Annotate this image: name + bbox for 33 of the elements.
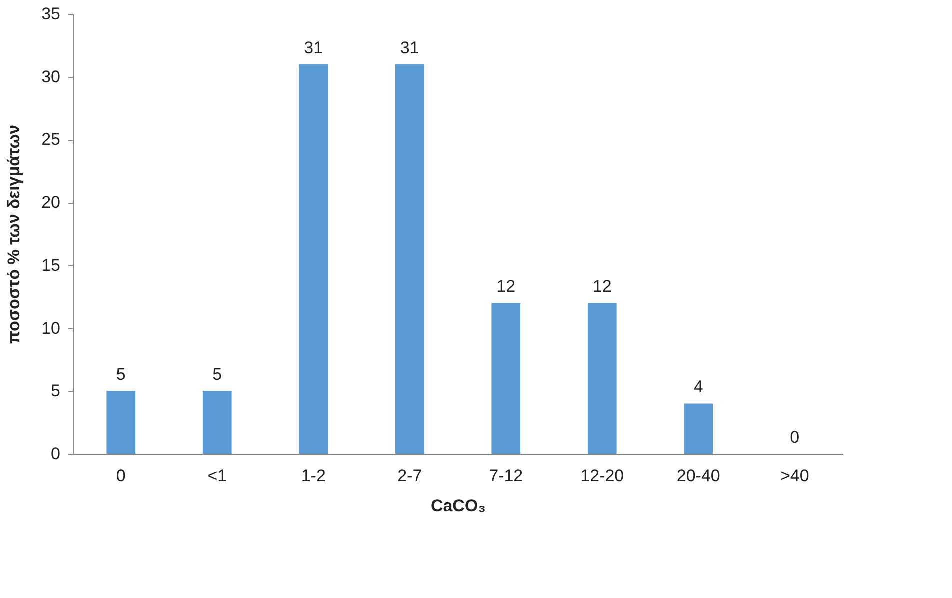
y-tick-label: 0: [51, 444, 60, 464]
x-tick-label: >40: [780, 466, 810, 486]
y-tick-label: 35: [42, 4, 60, 24]
y-tick-label: 30: [42, 67, 60, 86]
x-tick-label: 20-40: [676, 466, 720, 486]
y-tick-label: 20: [42, 193, 60, 212]
data-label: 0: [790, 428, 800, 447]
data-label: 5: [212, 365, 222, 384]
data-label: 5: [116, 365, 126, 384]
data-label: 31: [400, 38, 420, 58]
y-tick-label: 5: [51, 382, 60, 401]
y-tick-label: 10: [42, 318, 60, 338]
data-label: 31: [304, 38, 324, 58]
bar: [395, 64, 424, 454]
data-label: 4: [694, 378, 704, 397]
bar: [588, 303, 617, 454]
x-tick-label: 1-2: [301, 466, 326, 486]
x-tick-label: 12-20: [580, 466, 624, 486]
y-tick-label: 25: [42, 130, 60, 150]
bar: [202, 391, 232, 454]
bar: [299, 64, 328, 454]
bar: [492, 303, 521, 454]
data-label: 12: [496, 277, 516, 296]
bar: [684, 404, 714, 454]
x-axis-title: CaCO₃: [430, 496, 486, 516]
bar: [106, 391, 136, 454]
y-tick-label: 15: [42, 256, 60, 275]
x-tick-label: <1: [208, 466, 228, 486]
x-tick-label: 0: [116, 466, 126, 486]
x-tick-label: 2-7: [398, 466, 422, 486]
y-axis-title: ποσοστό % των δειγμάτων: [4, 124, 24, 344]
x-tick-label: 7-12: [489, 466, 524, 486]
data-label: 12: [592, 277, 612, 296]
